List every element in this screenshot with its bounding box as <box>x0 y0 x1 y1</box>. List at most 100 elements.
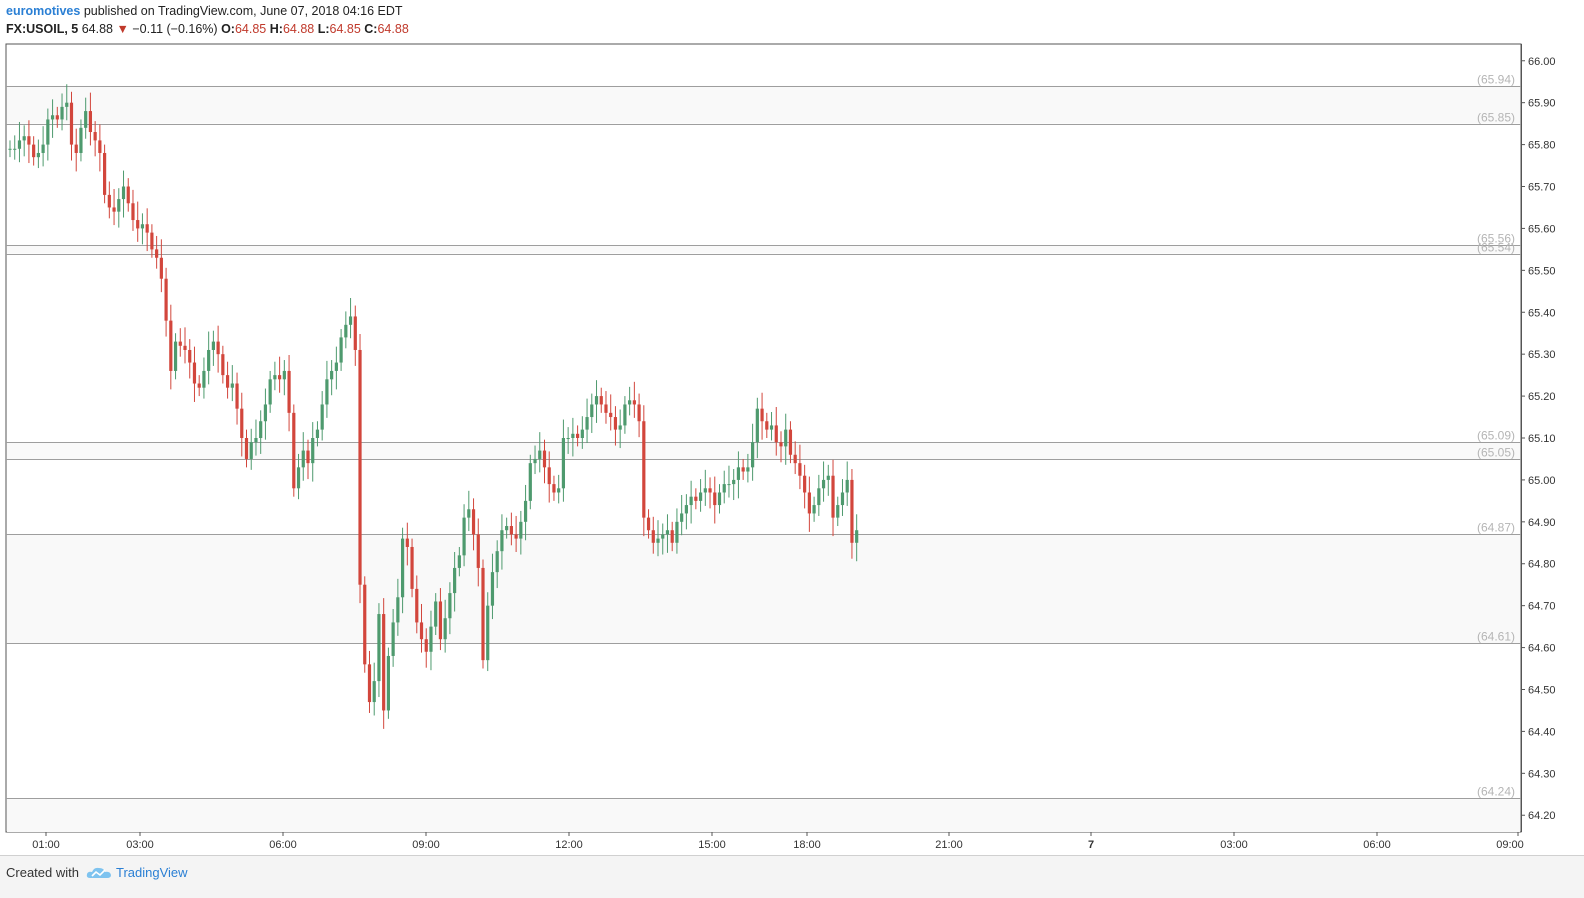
level-label: (65.09) <box>1477 429 1515 443</box>
tradingview-link[interactable]: TradingView <box>116 865 188 880</box>
candle-body <box>670 530 674 543</box>
candle-body <box>651 530 655 543</box>
candle-body <box>197 383 201 388</box>
price-tick-label: 65.10 <box>1528 433 1556 445</box>
candle-body <box>325 379 329 405</box>
candle-body <box>169 320 173 371</box>
candle-body <box>188 349 192 363</box>
candle-body <box>528 463 532 501</box>
price-tick-label: 64.50 <box>1528 684 1556 696</box>
candle-body <box>178 341 182 346</box>
price-change: −0.11 (−0.16%) <box>132 22 218 36</box>
candles <box>8 84 859 729</box>
low-label: L: <box>317 22 330 36</box>
level-band <box>7 85 1520 124</box>
candle-body <box>476 534 480 568</box>
candle-body <box>27 136 31 145</box>
candle-body <box>613 417 618 430</box>
candle-body <box>448 593 452 619</box>
candle-body <box>348 316 353 325</box>
candle-body <box>55 115 59 120</box>
candle-body <box>311 438 315 464</box>
candle-body <box>358 349 362 585</box>
candle-body <box>278 375 282 380</box>
candle-body <box>150 232 154 250</box>
candle-body <box>438 601 443 640</box>
candle-body <box>8 148 12 150</box>
candle-body <box>410 546 414 589</box>
symbol-legend: FX:USOIL, 5 64.88 ▼ −0.11 (−0.16%) O:64.… <box>6 22 409 36</box>
candle-body <box>784 429 788 447</box>
candle-body <box>855 530 859 543</box>
candle-body <box>112 207 116 212</box>
candle-body <box>415 588 419 623</box>
candle-body <box>590 404 594 418</box>
candle-body <box>259 421 263 438</box>
candle-body <box>296 467 301 489</box>
candle-body <box>637 404 641 422</box>
candle-body <box>680 513 684 522</box>
candle-body <box>500 530 504 552</box>
candle-body <box>32 144 36 158</box>
candle-body <box>722 484 726 493</box>
candle-body <box>453 567 457 594</box>
candle-body <box>136 220 140 229</box>
time-tick-label: 03:00 <box>1220 839 1248 851</box>
candle-body <box>344 324 348 338</box>
time-axis[interactable]: 01:00 03:00 06:00 09:00 12:00 15:00 18:00 21:00… <box>32 832 1524 851</box>
candle-body <box>301 450 305 468</box>
candle-body <box>836 505 840 518</box>
price-chart[interactable]: (65.94) (65.85) (65.56)(65.54) (65.09) (65.0… <box>0 0 1584 855</box>
chart-frame <box>5 43 1522 833</box>
candle-body <box>36 152 40 158</box>
candle-body <box>79 127 83 153</box>
price-tick-label: 64.90 <box>1528 517 1556 529</box>
candle-body <box>225 375 230 388</box>
candle-body <box>287 370 291 413</box>
candle-body <box>424 639 428 652</box>
candle-body <box>760 408 764 422</box>
candle-body <box>216 341 220 355</box>
candle-body <box>103 152 107 195</box>
price-tick-label: 65.30 <box>1528 349 1556 361</box>
candle-body <box>400 538 405 598</box>
candle-body <box>88 111 93 133</box>
candle-body <box>821 479 826 489</box>
candle-body <box>689 496 693 506</box>
level-label: (65.56) <box>1477 232 1515 246</box>
candle-body <box>798 463 802 476</box>
candle-body <box>585 417 589 430</box>
candle-body <box>221 354 225 376</box>
high-value: 64.88 <box>282 22 315 36</box>
candle-body <box>481 567 485 661</box>
candle-body <box>599 396 603 405</box>
candle-body <box>192 362 197 384</box>
candle-body <box>235 383 239 409</box>
candle-body <box>183 345 187 350</box>
candle-body <box>708 488 712 493</box>
candle-body <box>817 488 821 506</box>
candle-body <box>155 249 159 258</box>
candle-body <box>263 404 268 422</box>
candle-body <box>419 622 424 640</box>
candle-body <box>741 467 745 472</box>
candle-body <box>386 655 390 711</box>
level-label: (65.94) <box>1477 73 1515 87</box>
author-link[interactable]: euromotives <box>6 4 81 18</box>
candle-body <box>315 429 320 438</box>
candle-body <box>495 551 499 573</box>
candle-body <box>211 341 215 350</box>
candle-body <box>509 526 513 535</box>
price-tick-label: 64.30 <box>1528 768 1556 780</box>
level-label: (65.54) <box>1477 241 1515 255</box>
candle-body <box>249 442 253 459</box>
candle-body <box>207 349 211 371</box>
price-tick-label: 64.70 <box>1528 601 1556 613</box>
candle-body <box>845 479 849 493</box>
tradingview-cloud-icon[interactable] <box>86 865 112 881</box>
close-label: C: <box>364 22 378 36</box>
candle-body <box>826 475 830 480</box>
candle-body <box>377 614 381 682</box>
candle-body <box>505 526 509 531</box>
price-axis[interactable]: 66.00 65.90 65.80 65.70 65.60 65.50 65.40 65.30… <box>1521 44 1556 832</box>
